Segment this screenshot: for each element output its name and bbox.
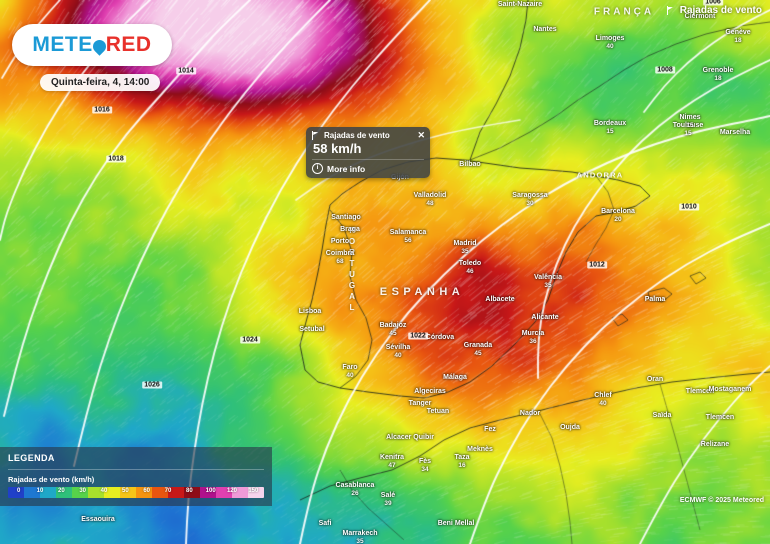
legend-color-segment [136, 487, 152, 498]
legend-tick: 20 [57, 488, 65, 494]
active-layer-badge[interactable]: Rajadas de vento [666, 5, 762, 16]
legend-panel: LEGENDA Rajadas de vento (km/h) 0 10 20 30 4… [0, 447, 272, 506]
legend-color-segment [184, 487, 200, 498]
tooltip-header: Rajadas de vento [312, 131, 424, 140]
active-layer-label: Rajadas de vento [679, 5, 762, 16]
legend-tick: 100 [205, 488, 216, 494]
legend-color-segment [40, 487, 56, 498]
legend-color-segment [88, 487, 104, 498]
legend-title: LEGENDA [8, 453, 55, 463]
legend-divider [8, 469, 264, 470]
date-label: Quinta-feira, 4, 14:00 [40, 74, 161, 91]
legend-color-segment [168, 487, 184, 498]
legend-color-segment [216, 487, 232, 498]
tooltip-divider [312, 159, 424, 160]
wind-flag-icon [666, 6, 675, 15]
legend-subtitle: Rajadas de vento (km/h) [8, 475, 95, 484]
legend-tick: 30 [79, 488, 86, 494]
legend-color-segment [152, 487, 168, 498]
legend-color-segment [72, 487, 88, 498]
wind-gust-tooltip[interactable]: ✕ Rajadas de vento 58 km/h i More info [306, 127, 430, 178]
legend-color-segment [200, 487, 216, 498]
legend-tick: 50 [121, 488, 129, 494]
legend-tick: 70 [164, 488, 172, 494]
data-source-credit: ECMWF © 2025 Meteored [679, 497, 764, 504]
logo-text-part1: METE [32, 33, 93, 56]
legend-color-bar: 0 10 20 30 40 50 60 70 80 100 120 150 [8, 487, 264, 498]
more-info-label: More info [327, 163, 366, 174]
legend-tick: 120 [226, 488, 238, 494]
tooltip-title: Rajadas de vento [324, 131, 390, 140]
legend-tick: 10 [36, 488, 44, 494]
legend-tick: 0 [16, 488, 21, 494]
legend-color-segment [120, 487, 136, 498]
more-info-button[interactable]: i More info [312, 163, 424, 174]
wind-flag-icon [312, 131, 320, 140]
tooltip-value: 58 km/h [313, 141, 362, 156]
legend-color-segment [24, 487, 40, 498]
legend-color-segment [56, 487, 72, 498]
legend-tick: 40 [100, 488, 108, 494]
legend-tick: 60 [143, 488, 150, 494]
logo-text-part2: RED [105, 33, 152, 56]
legend-tick-labels: 0 10 20 30 40 50 60 70 80 100 120 150 [8, 487, 264, 498]
close-icon[interactable]: ✕ [417, 130, 425, 140]
legend-color-segment [248, 487, 264, 498]
info-circle-icon: i [312, 163, 323, 174]
meteored-logo: METE RED [12, 24, 172, 66]
legend-color-segment [8, 487, 24, 498]
legend-tick: 150 [248, 488, 259, 494]
legend-tick: 80 [185, 488, 193, 494]
legend-color-segment [232, 487, 248, 498]
legend-color-segment [104, 487, 120, 498]
